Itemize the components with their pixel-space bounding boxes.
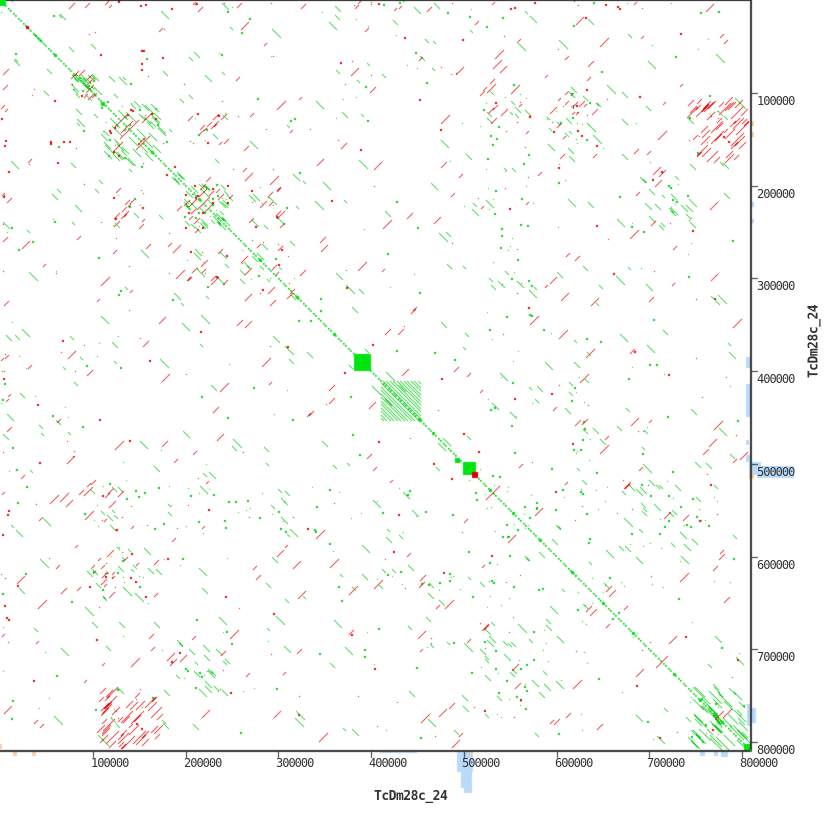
x-tick-label: 800000 bbox=[740, 756, 778, 770]
x-tick-label: 500000 bbox=[462, 756, 500, 770]
y-axis-title: TcDm28c_24 bbox=[806, 304, 822, 379]
y-tick-label: 300000 bbox=[757, 279, 795, 293]
y-tick-label: 200000 bbox=[757, 187, 795, 201]
y-tick-label: 700000 bbox=[757, 650, 795, 664]
y-tick-label-highlighted: 500000 bbox=[757, 465, 795, 479]
x-tick-label: 100000 bbox=[91, 756, 129, 770]
y-tick-label: 400000 bbox=[757, 372, 795, 386]
y-tick-label: 600000 bbox=[757, 558, 795, 572]
x-tick-label: 200000 bbox=[184, 756, 222, 770]
x-tick-label: 300000 bbox=[276, 756, 314, 770]
y-tick-label: 800000 bbox=[757, 743, 795, 757]
x-tick-label: 700000 bbox=[647, 756, 685, 770]
x-tick-label: 600000 bbox=[555, 756, 593, 770]
y-tick-label: 100000 bbox=[757, 94, 795, 108]
x-axis-title: TcDm28c_24 bbox=[374, 789, 448, 804]
x-tick-label: 400000 bbox=[369, 756, 407, 770]
